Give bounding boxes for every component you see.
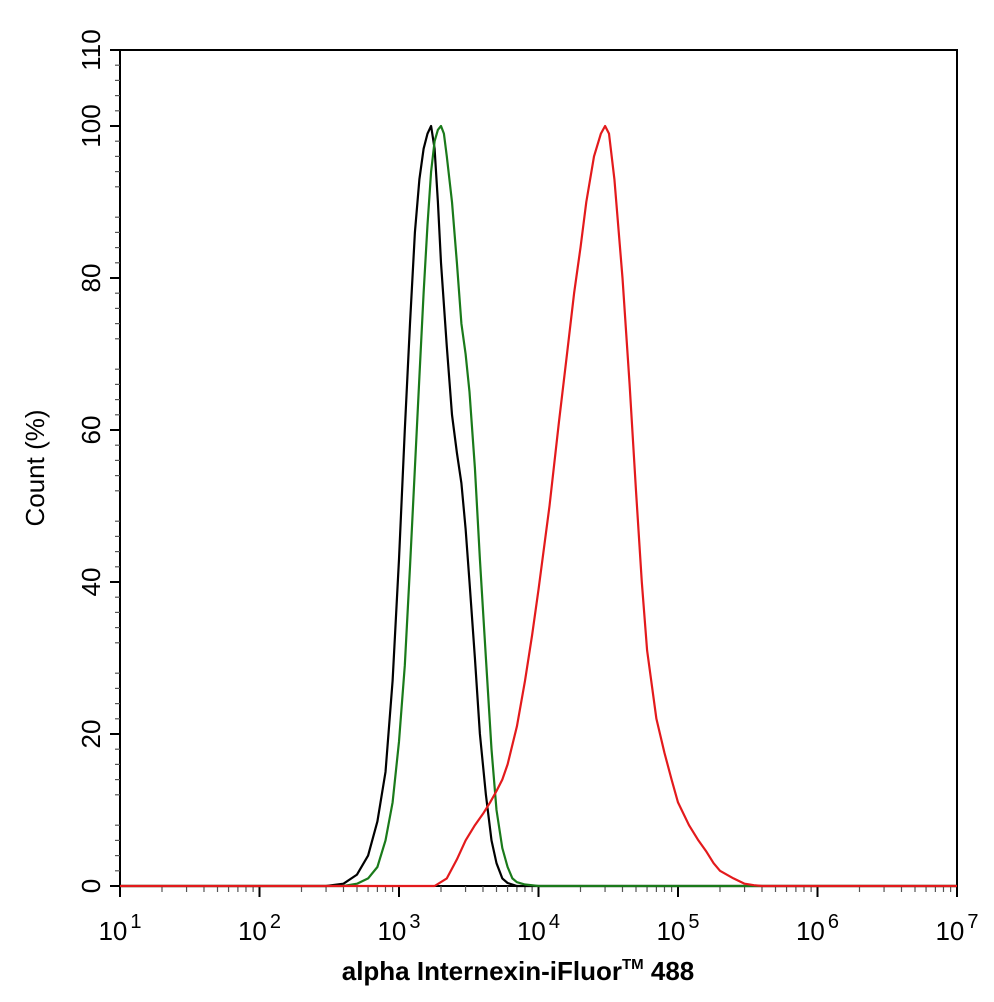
x-axis-title: alpha Internexin-iFluorTM 488	[342, 956, 695, 986]
x-tick-label: 10 5	[656, 911, 699, 946]
x-tick-label: 10 1	[98, 911, 141, 946]
plot-frame	[119, 49, 958, 887]
series-line-2	[120, 124, 957, 888]
x-tick-label: 10 4	[517, 911, 560, 946]
x-axis-title-tm: TM	[622, 956, 644, 973]
x-axis-title-main: alpha Internexin-iFluor	[342, 956, 622, 986]
y-tick-label: 40	[76, 568, 106, 597]
x-tick-label: 10 7	[935, 911, 978, 946]
x-tick-label: 10 2	[238, 911, 281, 946]
y-tick-label: 0	[76, 879, 106, 893]
series-layer	[120, 124, 957, 888]
y-tick-label: 20	[76, 720, 106, 749]
x-tick-label: 10 3	[377, 911, 420, 946]
series-line-1	[120, 124, 957, 888]
y-minor-ticks	[115, 64, 120, 872]
y-tick-label: 60	[76, 416, 106, 445]
y-tick-label: 110	[76, 29, 106, 70]
y-tick-label: 80	[76, 264, 106, 293]
series-line-3	[120, 124, 957, 888]
y-axis-ticks: 0 20 40 60 80 100 110	[76, 29, 120, 893]
y-tick-label: 100	[76, 104, 106, 147]
x-tick-label: 10 6	[796, 911, 839, 946]
x-axis-ticks: 10 1 10 2 10 3 10 4 10 5 10 6 10 7	[98, 886, 979, 946]
x-axis-title-tail: 488	[644, 956, 695, 986]
y-axis-title: Count (%)	[20, 409, 50, 526]
